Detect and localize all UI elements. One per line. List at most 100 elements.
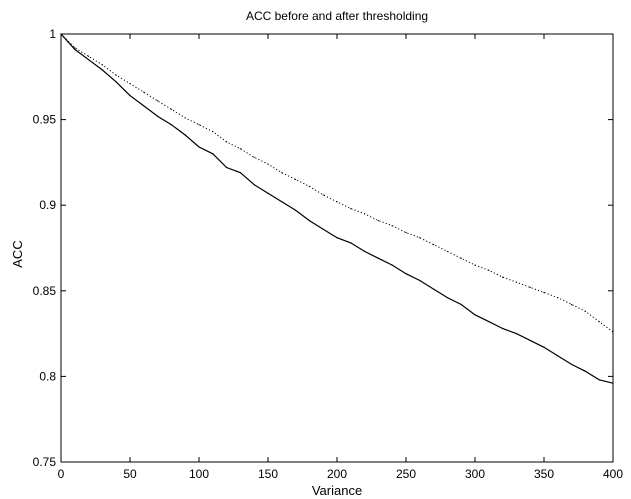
series-points-2 [60,33,614,333]
x-tick-label: 300 [465,467,485,481]
data-point [226,141,228,143]
data-point [336,201,338,203]
data-point [419,237,421,239]
data-point [364,250,366,253]
data-point [267,192,269,194]
data-point [350,242,352,244]
x-tick-label: 150 [258,467,278,481]
x-tick-label: 100 [189,467,209,481]
data-point [391,225,393,227]
data-point [129,83,131,85]
x-tick-label: 400 [603,467,623,481]
data-point [295,209,297,211]
y-tick-label: 0.85 [33,284,57,298]
data-point [239,148,241,150]
plot-area [60,33,614,463]
data-point [598,379,600,381]
data-point [433,243,435,246]
data-point [502,327,504,330]
data-point [557,355,559,357]
y-tick-label: 0.8 [39,369,56,383]
series-line-1 [60,33,614,384]
data-point [239,172,241,174]
plot-frame [60,33,614,463]
data-point [488,321,490,323]
data-point [584,370,587,372]
data-point [129,95,131,97]
data-point [143,105,145,107]
data-point [502,276,504,278]
data-point [253,184,255,186]
x-tick-label: 350 [534,467,554,481]
data-point [157,100,159,102]
data-point [322,228,324,230]
data-point [377,257,379,259]
y-axis-label: ACC [10,240,25,267]
data-point [281,172,283,174]
data-point [336,237,338,239]
x-tick-label: 50 [123,467,137,481]
data-point [529,286,531,288]
data-point [612,382,614,384]
data-point [474,264,476,266]
data-point [170,124,172,126]
data-point [88,55,90,57]
data-point [377,220,379,222]
data-point [364,213,366,215]
chart-title: ACC before and after thresholding [246,9,428,23]
y-tick-label: 0.9 [39,198,56,212]
data-point [571,363,573,366]
data-point [212,130,214,133]
data-point [74,48,76,51]
data-point [184,134,186,136]
data-point [515,281,518,283]
y-tick-label: 1 [49,27,56,41]
data-point [460,303,462,306]
x-tick-label: 200 [327,467,347,481]
data-point [543,291,545,294]
data-point [460,257,462,259]
data-point [612,331,614,333]
data-point [226,166,228,169]
data-point [253,156,255,158]
data-point [446,297,448,299]
data-point [446,250,448,253]
data-point [198,124,200,126]
data-point [88,59,90,61]
data-point [198,146,200,148]
y-tick-label: 0.95 [33,113,57,127]
data-point [295,178,297,181]
data-point [101,69,103,71]
data-point [488,269,490,271]
x-axis-label: Variance [312,483,362,498]
data-point [405,273,407,275]
data-point [571,303,573,306]
data-point [281,201,283,203]
data-point [350,208,352,210]
data-point [170,108,172,110]
data-point [543,346,545,348]
data-point [419,279,421,282]
data-point [598,321,600,323]
data-point [184,117,186,119]
x-tick-label: 250 [396,467,416,481]
data-point [529,339,531,342]
data-point [308,220,310,222]
data-point [115,81,117,83]
data-point [115,74,117,76]
x-axis-ticks: 0 50 100 150 200 250 300 350 400 [58,34,623,481]
data-point [308,185,310,187]
data-point [267,163,269,165]
series-points-1 [60,33,614,384]
data-point [405,231,407,234]
data-point [391,264,393,266]
data-point [74,47,76,49]
data-point [101,64,103,66]
data-point [212,153,214,155]
data-point [557,297,559,299]
data-point [474,314,476,316]
data-point [584,310,587,312]
y-tick-label: 0.75 [33,455,57,469]
data-point [515,333,518,335]
